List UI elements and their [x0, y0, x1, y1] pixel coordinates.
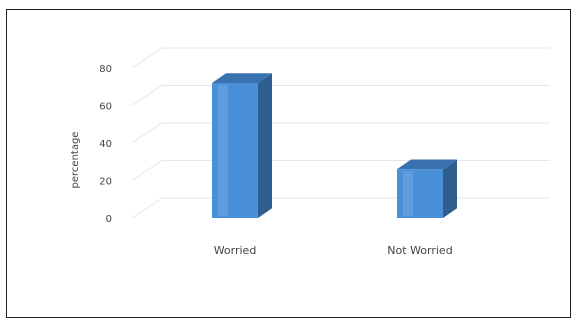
- y-tick-label: 40: [99, 139, 112, 150]
- gridline-diagonal: [131, 47, 163, 69]
- bar-front-0: [212, 83, 258, 218]
- bar-side-0: [258, 73, 272, 218]
- bar-side-1: [443, 159, 457, 218]
- category-labels: Worried Not Worried: [214, 244, 453, 257]
- gridline-diagonal: [131, 160, 163, 181]
- x-category-label: Not Worried: [387, 244, 452, 257]
- gridline-diagonal: [131, 122, 163, 144]
- bar-highlight-0: [218, 85, 228, 216]
- bars: [212, 73, 457, 218]
- bar-top-1: [397, 159, 457, 170]
- y-axis-title: percentage: [70, 132, 81, 189]
- y-tick-label: 80: [99, 64, 112, 75]
- y-tick-label: 20: [99, 177, 112, 188]
- gridline-diagonal: [131, 197, 163, 219]
- y-axis: 0 20 40 60 80: [99, 64, 112, 225]
- y-tick-label: 60: [99, 102, 112, 113]
- chart-frame: [6, 9, 571, 318]
- gridline-diagonal: [131, 85, 163, 106]
- bar-top-0: [212, 73, 272, 83]
- y-tick-label: 0: [106, 214, 112, 225]
- bar-front-1: [397, 169, 443, 218]
- chart-gridlines: [131, 47, 550, 219]
- x-category-label: Worried: [214, 244, 257, 257]
- bar-highlight-1: [403, 171, 413, 216]
